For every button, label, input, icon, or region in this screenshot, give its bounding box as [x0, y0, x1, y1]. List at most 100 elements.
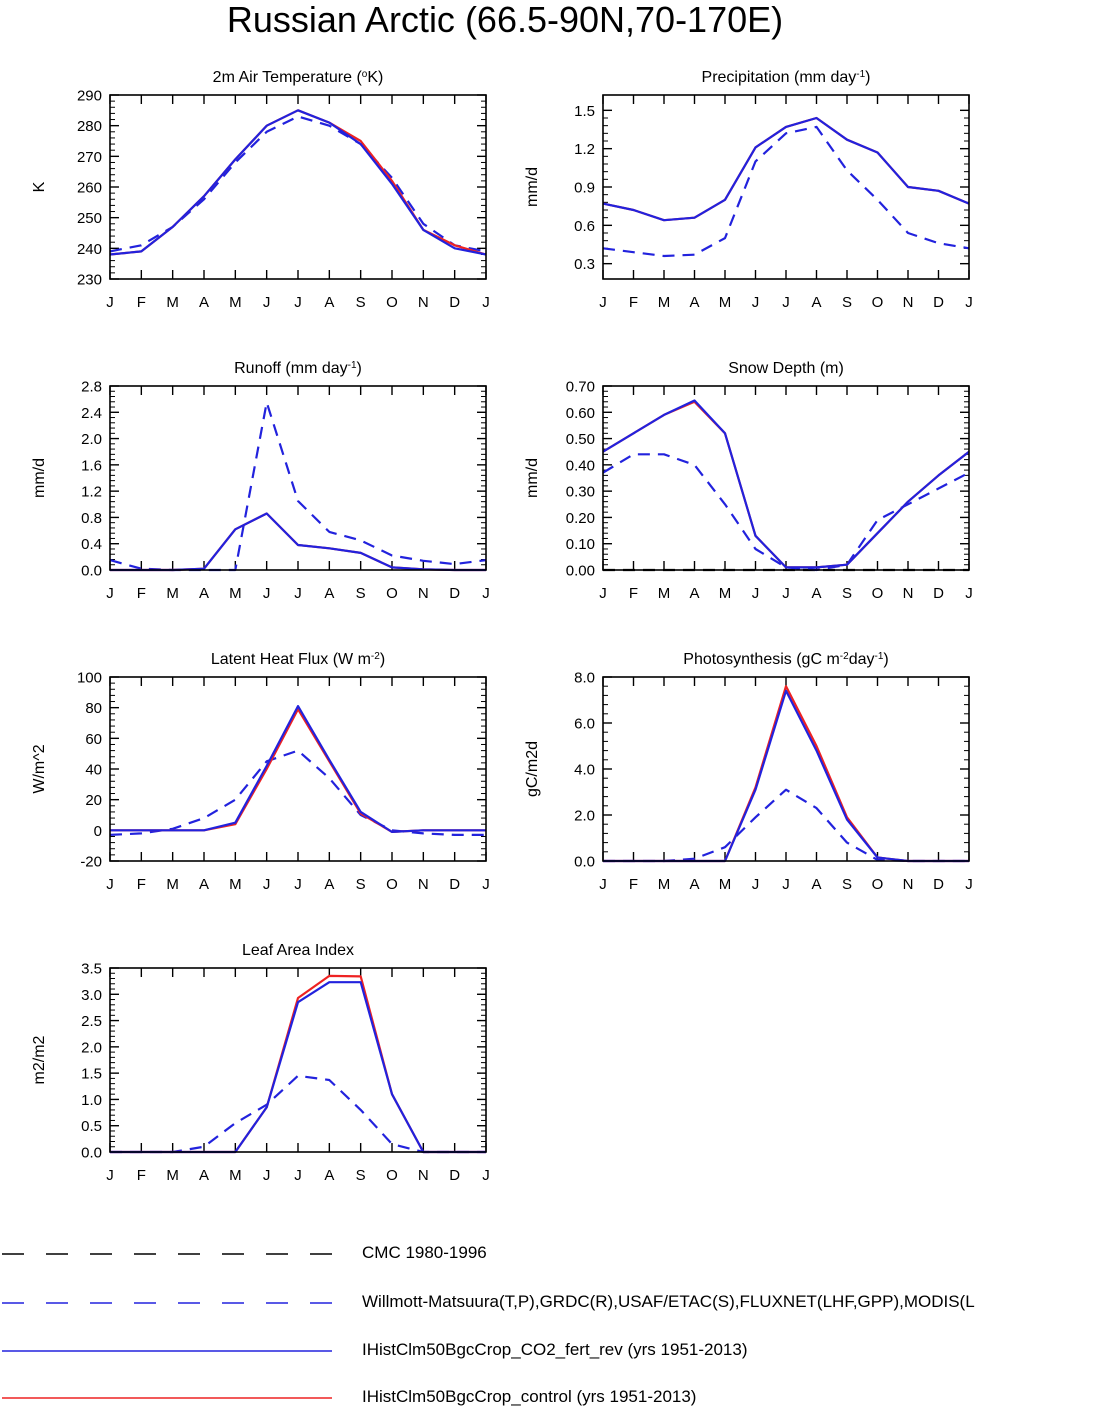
y-tick-label: 0.8: [81, 510, 102, 527]
chart-panel-3: Runoff (mm day-1) mm/d 0.0 0.4 0.8 1.2 1.6 2.0 2…: [31, 360, 490, 603]
x-tick-label: J: [263, 585, 271, 602]
y-tick-label: 0.0: [574, 854, 595, 871]
y-tick-label: 0: [94, 823, 102, 840]
x-tick-label: J: [263, 294, 271, 311]
y-tick-label: 6.0: [574, 716, 595, 733]
x-tick-label: O: [386, 876, 398, 893]
x-tick-label: J: [294, 1167, 302, 1184]
series-line-1: [110, 1074, 486, 1154]
y-tick-label: 4.0: [574, 762, 595, 779]
y-tick-label: 0.6: [574, 218, 595, 235]
x-tick-label: J: [482, 1167, 490, 1184]
plot-frame: [602, 94, 970, 280]
y-tick-label: 0.20: [566, 510, 595, 527]
x-tick-label: N: [903, 294, 914, 311]
x-tick-label: J: [965, 585, 973, 602]
x-tick-label: A: [689, 294, 699, 311]
x-tick-label: J: [752, 294, 760, 311]
x-tick-label: S: [356, 585, 366, 602]
x-tick-label: J: [599, 294, 607, 311]
y-tick-label: 1.5: [574, 103, 595, 120]
x-tick-label: A: [199, 294, 209, 311]
y-tick-label: -20: [80, 854, 102, 871]
x-tick-label: J: [106, 294, 114, 311]
legend-item: CMC 1980-1996: [0, 1242, 1117, 1266]
y-tick-label: 0.5: [81, 1118, 102, 1135]
x-tick-label: D: [933, 585, 944, 602]
x-tick-label: F: [629, 585, 638, 602]
x-tick-label: D: [449, 876, 460, 893]
x-tick-label: M: [166, 1167, 179, 1184]
y-tick-label: 0.0: [81, 1145, 102, 1162]
y-tick-label: 270: [77, 149, 102, 166]
legend-label: IHistClm50BgcCrop_control (yrs 1951-2013…: [362, 1387, 697, 1406]
y-tick-label: 20: [85, 792, 102, 809]
x-tick-label: A: [199, 585, 209, 602]
x-tick-label: M: [166, 876, 179, 893]
x-tick-label: J: [965, 876, 973, 893]
x-tick-label: O: [386, 585, 398, 602]
y-tick-label: 260: [77, 180, 102, 197]
y-tick-label: 0.9: [574, 180, 595, 197]
x-tick-label: S: [356, 876, 366, 893]
x-tick-label: J: [482, 585, 490, 602]
x-tick-label: F: [137, 1167, 146, 1184]
x-tick-label: J: [599, 585, 607, 602]
chart-panel-1: 2m Air Temperature (oK) K 230 240 250 260 270 2…: [31, 69, 490, 312]
x-tick-label: M: [229, 1167, 242, 1184]
chart-panel-5: Latent Heat Flux (W m-2) W/m^2 -20 0 20 40 60 8…: [31, 651, 490, 894]
y-tick-label: 0.10: [566, 536, 595, 553]
y-axis-label: m2/m2: [31, 1035, 48, 1084]
chart-title: Latent Heat Flux (W m-2): [211, 651, 385, 669]
x-tick-label: N: [418, 294, 429, 311]
x-tick-label: N: [418, 1167, 429, 1184]
y-tick-label: 2.0: [81, 431, 102, 448]
legend-item: IHistClm50BgcCrop_control (yrs 1951-2013…: [0, 1386, 1117, 1410]
x-tick-label: A: [324, 585, 334, 602]
y-tick-label: 290: [77, 88, 102, 105]
chart-title: Precipitation (mm day-1): [702, 69, 871, 87]
x-tick-label: N: [903, 585, 914, 602]
y-tick-label: 280: [77, 118, 102, 135]
series-line-3: [602, 400, 970, 569]
series-line-3: [602, 116, 970, 222]
chart-title: Leaf Area Index: [242, 942, 354, 959]
y-tick-label: 0.30: [566, 484, 595, 501]
y-tick-label: 80: [85, 700, 102, 717]
x-tick-label: F: [137, 585, 146, 602]
y-axis-label: mm/d: [524, 167, 541, 207]
x-tick-label: S: [842, 294, 852, 311]
x-tick-label: F: [629, 876, 638, 893]
x-tick-label: A: [324, 876, 334, 893]
x-tick-label: J: [965, 294, 973, 311]
x-tick-label: M: [719, 585, 732, 602]
x-tick-label: S: [842, 585, 852, 602]
x-tick-label: M: [166, 294, 179, 311]
y-tick-label: 1.0: [81, 1092, 102, 1109]
y-tick-label: 2.5: [81, 1013, 102, 1030]
y-tick-label: 0.70: [566, 379, 595, 396]
legend-label: IHistClm50BgcCrop_CO2_fert_rev (yrs 1951…: [362, 1340, 748, 1359]
y-tick-label: 2.0: [81, 1039, 102, 1056]
chart-title: Photosynthesis (gC m-2day-1): [683, 651, 888, 669]
y-tick-label: 60: [85, 731, 102, 748]
x-tick-label: F: [137, 294, 146, 311]
y-axis-label: K: [31, 181, 48, 192]
y-axis-label: gC/m2d: [524, 741, 541, 797]
x-tick-label: S: [356, 1167, 366, 1184]
y-tick-label: 3.0: [81, 987, 102, 1004]
x-tick-label: J: [482, 294, 490, 311]
x-tick-label: D: [933, 876, 944, 893]
series-line-2: [603, 685, 969, 863]
x-tick-label: J: [782, 585, 790, 602]
plot-frame: [109, 676, 487, 862]
plot-frame: [109, 967, 487, 1153]
y-tick-label: 2.0: [574, 808, 595, 825]
x-tick-label: M: [719, 876, 732, 893]
x-tick-label: O: [872, 876, 884, 893]
x-tick-label: J: [782, 876, 790, 893]
x-tick-label: J: [294, 585, 302, 602]
x-tick-label: O: [872, 585, 884, 602]
chart-title: 2m Air Temperature (oK): [213, 69, 384, 87]
